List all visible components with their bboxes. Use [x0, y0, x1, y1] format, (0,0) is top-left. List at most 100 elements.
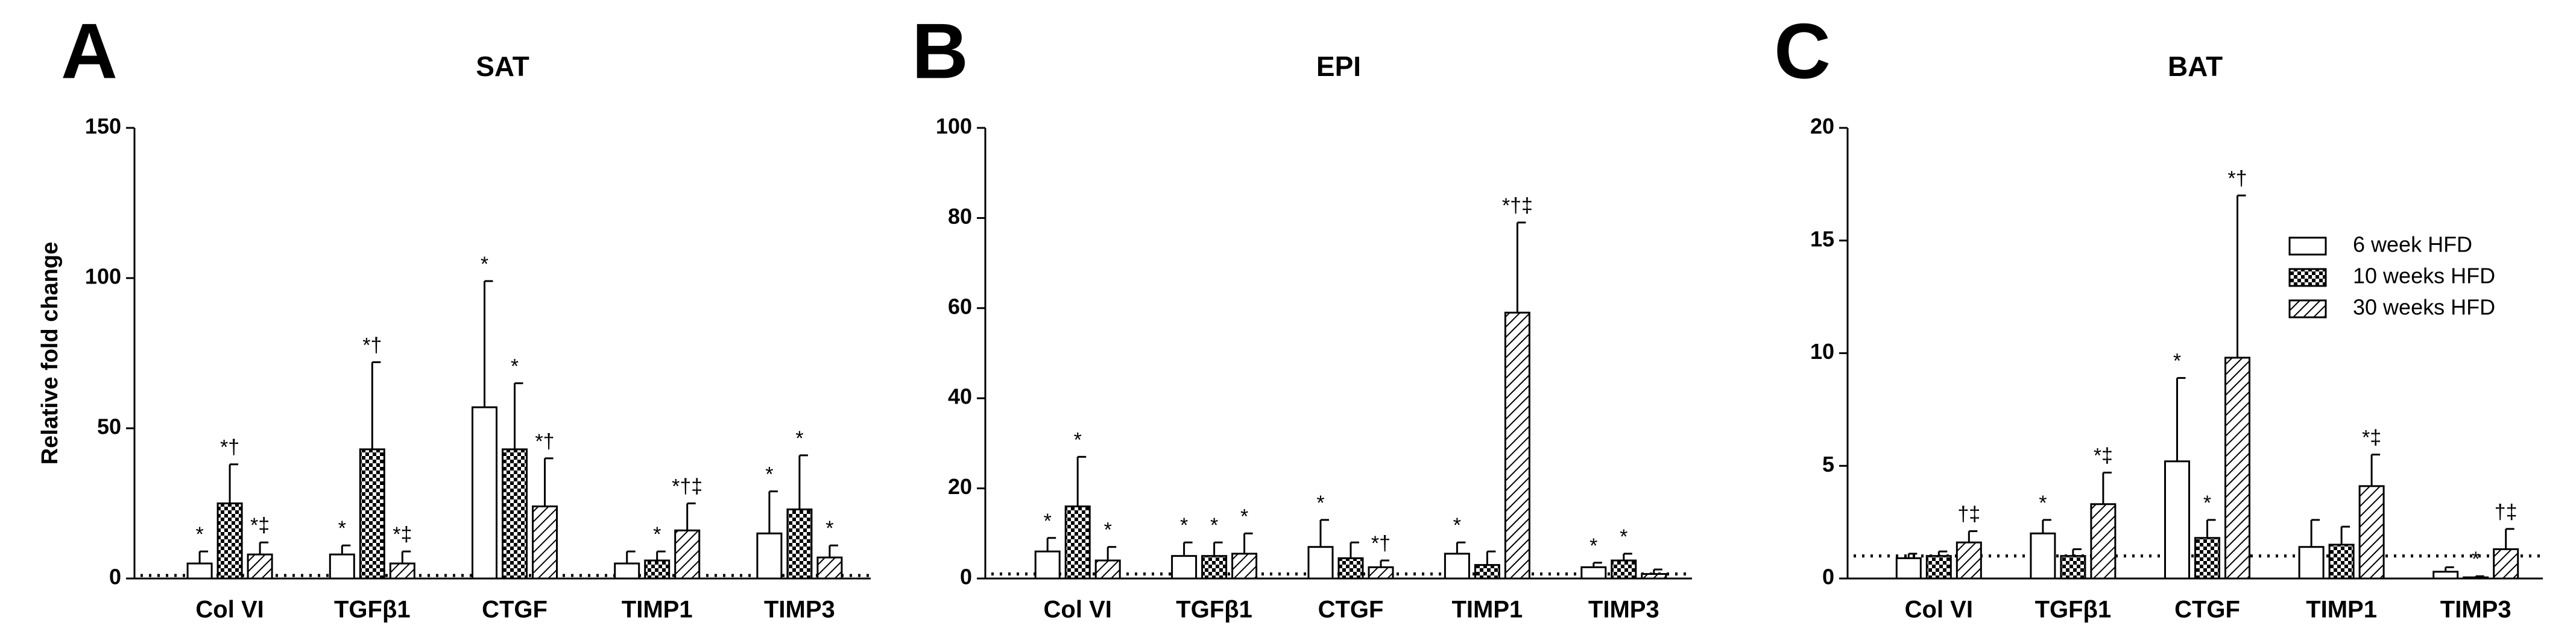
x-tick-label: TIMP1: [2306, 597, 2377, 623]
bar: [644, 559, 671, 580]
significance-label: *†: [1371, 532, 1391, 555]
significance-label: *: [1210, 514, 1218, 537]
significance-label: *: [653, 523, 661, 546]
bar: [1444, 553, 1470, 580]
y-axis-label: Relative fold change: [37, 242, 63, 465]
significance-label: *: [1104, 519, 1112, 542]
significance-label: *: [1620, 525, 1627, 548]
bar: [756, 532, 783, 580]
y-tick-label: 60: [948, 294, 972, 318]
bar: [1611, 559, 1637, 580]
x-tick-label: CTGF: [482, 597, 548, 623]
bar: [329, 553, 355, 580]
legend-swatch: [2288, 268, 2327, 287]
bar: [1641, 573, 1667, 580]
y-tick-label: 100: [85, 264, 121, 289]
significance-label: *: [1240, 505, 1248, 528]
bar: [389, 562, 415, 580]
bar: [1925, 555, 1952, 580]
bar: [216, 502, 243, 580]
y-tick-label: 20: [1810, 114, 1834, 139]
x-tick-label: TGFβ1: [334, 597, 411, 623]
significance-label: *: [1453, 514, 1461, 537]
significance-label: †‡: [2495, 501, 2518, 524]
bar: [2493, 548, 2519, 580]
x-tick-label: TGFβ1: [2035, 597, 2112, 623]
bar: [359, 448, 385, 580]
bar: [186, 562, 213, 580]
bar: [1474, 564, 1500, 580]
significance-label: *: [1180, 514, 1188, 537]
chart-title: EPI: [1316, 51, 1361, 82]
panel-letter: B: [912, 7, 968, 95]
y-tick-label: 5: [1822, 452, 1834, 477]
y-tick-label: 10: [1810, 339, 1834, 364]
bar: [816, 556, 843, 580]
bar: [1201, 555, 1228, 580]
bar: [2298, 546, 2325, 580]
y-tick-label: 0: [1822, 565, 1834, 589]
y-tick-label: 20: [948, 474, 972, 499]
x-tick-label: Col VI: [195, 597, 264, 623]
bar: [1956, 541, 1982, 580]
x-tick-label: TIMP1: [622, 597, 693, 623]
bar: [2328, 544, 2355, 580]
legend-swatch: [2288, 236, 2327, 256]
y-tick-label: 80: [948, 204, 972, 229]
panel-letter: C: [1774, 7, 1831, 95]
x-tick-label: TIMP3: [2440, 597, 2511, 623]
significance-label: *†: [362, 334, 382, 357]
significance-label: *: [1044, 510, 1052, 533]
bar: [472, 406, 497, 580]
x-tick-label: CTGF: [1318, 597, 1384, 623]
bar: [1504, 311, 1530, 580]
bar: [1034, 550, 1061, 580]
legend-label: 6 week HFD: [2353, 232, 2472, 257]
bar: [1064, 505, 1091, 580]
bar: [1580, 566, 1607, 580]
significance-label: *†‡: [672, 475, 702, 498]
significance-label: *: [2173, 350, 2181, 373]
significance-label: *‡: [2362, 426, 2381, 449]
panel-letter: A: [61, 7, 118, 95]
bar: [1895, 557, 1922, 580]
significance-label: *: [2203, 492, 2211, 515]
bar: [532, 505, 558, 580]
x-tick-label: TGFβ1: [1176, 597, 1252, 623]
significance-label: *: [1589, 534, 1597, 557]
bar: [1368, 566, 1394, 580]
bar: [2194, 537, 2220, 580]
y-tick-label: 0: [960, 565, 972, 589]
bar: [1307, 546, 1334, 580]
significance-label: *†: [535, 430, 554, 453]
significance-label: *†‡: [1502, 194, 1533, 217]
x-tick-label: Col VI: [1044, 597, 1112, 623]
x-tick-label: TIMP1: [1452, 597, 1523, 623]
significance-label: †‡: [1957, 503, 1980, 526]
bar: [674, 529, 701, 580]
y-tick-label: 100: [936, 114, 972, 139]
legend-label: 30 weeks HFD: [2353, 295, 2495, 320]
legend-swatch: [2288, 299, 2327, 318]
y-tick-label: 50: [97, 414, 121, 439]
x-tick-label: TIMP3: [1588, 597, 1659, 623]
bar: [2358, 485, 2385, 580]
bar: [2030, 532, 2056, 580]
bar: [2463, 576, 2489, 580]
y-tick-label: 150: [85, 114, 121, 139]
significance-label: *: [765, 463, 773, 486]
bar: [1337, 557, 1364, 580]
significance-label: *: [826, 517, 833, 540]
significance-label: *‡: [393, 523, 412, 546]
y-tick-label: 15: [1810, 226, 1834, 251]
bar: [786, 508, 813, 580]
x-tick-label: Col VI: [1905, 597, 1973, 623]
y-tick-label: 40: [948, 384, 972, 409]
significance-label: *: [338, 517, 346, 540]
significance-label: *: [1316, 492, 1324, 515]
bar: [2090, 503, 2117, 580]
significance-label: *‡: [2094, 444, 2113, 467]
legend-label: 10 weeks HFD: [2353, 264, 2495, 288]
x-tick-label: CTGF: [2174, 597, 2240, 623]
